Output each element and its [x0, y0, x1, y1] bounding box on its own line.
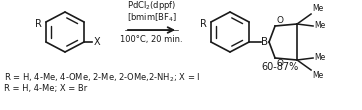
- Text: R: R: [35, 19, 42, 29]
- Text: X: X: [94, 37, 101, 47]
- Text: Me: Me: [312, 71, 323, 80]
- Text: Me: Me: [312, 4, 323, 13]
- Text: O: O: [276, 16, 283, 25]
- Text: Me: Me: [314, 21, 325, 30]
- Text: R = H, 4-Me, 4-OMe, 2-Me, 2-OMe,2-NH$_2$; X = I: R = H, 4-Me, 4-OMe, 2-Me, 2-OMe,2-NH$_2$…: [4, 72, 201, 84]
- Text: [bmim[BF$_4$]: [bmim[BF$_4$]: [127, 12, 176, 24]
- Text: R = H, 4-Me; X = Br: R = H, 4-Me; X = Br: [4, 84, 87, 93]
- Text: 100°C, 20 min.: 100°C, 20 min.: [120, 35, 183, 44]
- Text: O: O: [276, 59, 283, 68]
- Text: PdCl$_2$(dppf): PdCl$_2$(dppf): [127, 0, 176, 12]
- Text: 60-87%: 60-87%: [261, 62, 299, 72]
- Text: B: B: [261, 37, 269, 47]
- Text: Me: Me: [314, 53, 325, 62]
- Text: R: R: [200, 19, 207, 29]
